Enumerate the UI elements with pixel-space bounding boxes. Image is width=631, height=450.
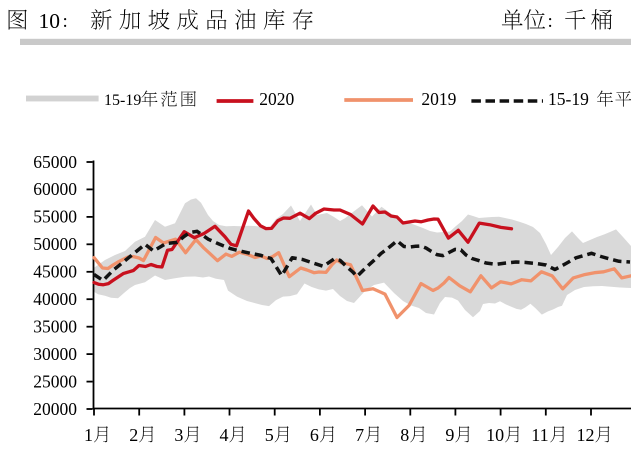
svg-text:35000: 35000 (33, 317, 77, 337)
svg-text:9: 9 (445, 425, 454, 445)
svg-text:3: 3 (174, 425, 183, 445)
svg-text:2020: 2020 (259, 89, 294, 109)
svg-text:45000: 45000 (33, 262, 77, 282)
svg-text:25000: 25000 (33, 371, 77, 391)
svg-text:30000: 30000 (33, 344, 77, 364)
svg-text:50000: 50000 (33, 234, 77, 254)
svg-text:4: 4 (220, 425, 229, 445)
svg-text:65000: 65000 (33, 152, 77, 172)
svg-text:15-19: 15-19 (548, 89, 589, 109)
svg-text:8: 8 (400, 425, 409, 445)
svg-text:11: 11 (531, 425, 548, 445)
svg-text::: : (548, 11, 553, 32)
svg-text:12: 12 (577, 425, 595, 445)
svg-text:20000: 20000 (33, 399, 77, 419)
svg-text:7: 7 (355, 425, 364, 445)
svg-text:10: 10 (486, 425, 504, 445)
svg-text:1: 1 (84, 425, 93, 445)
svg-text:2: 2 (129, 425, 138, 445)
svg-text:60000: 60000 (33, 179, 77, 199)
svg-text:5: 5 (265, 425, 274, 445)
svg-text:2019: 2019 (421, 89, 456, 109)
svg-text:55000: 55000 (33, 207, 77, 227)
svg-text:15-19: 15-19 (104, 92, 141, 109)
svg-text:6: 6 (310, 425, 319, 445)
svg-text::: : (63, 11, 68, 32)
svg-text:10: 10 (39, 9, 61, 33)
svg-text:40000: 40000 (33, 289, 77, 309)
